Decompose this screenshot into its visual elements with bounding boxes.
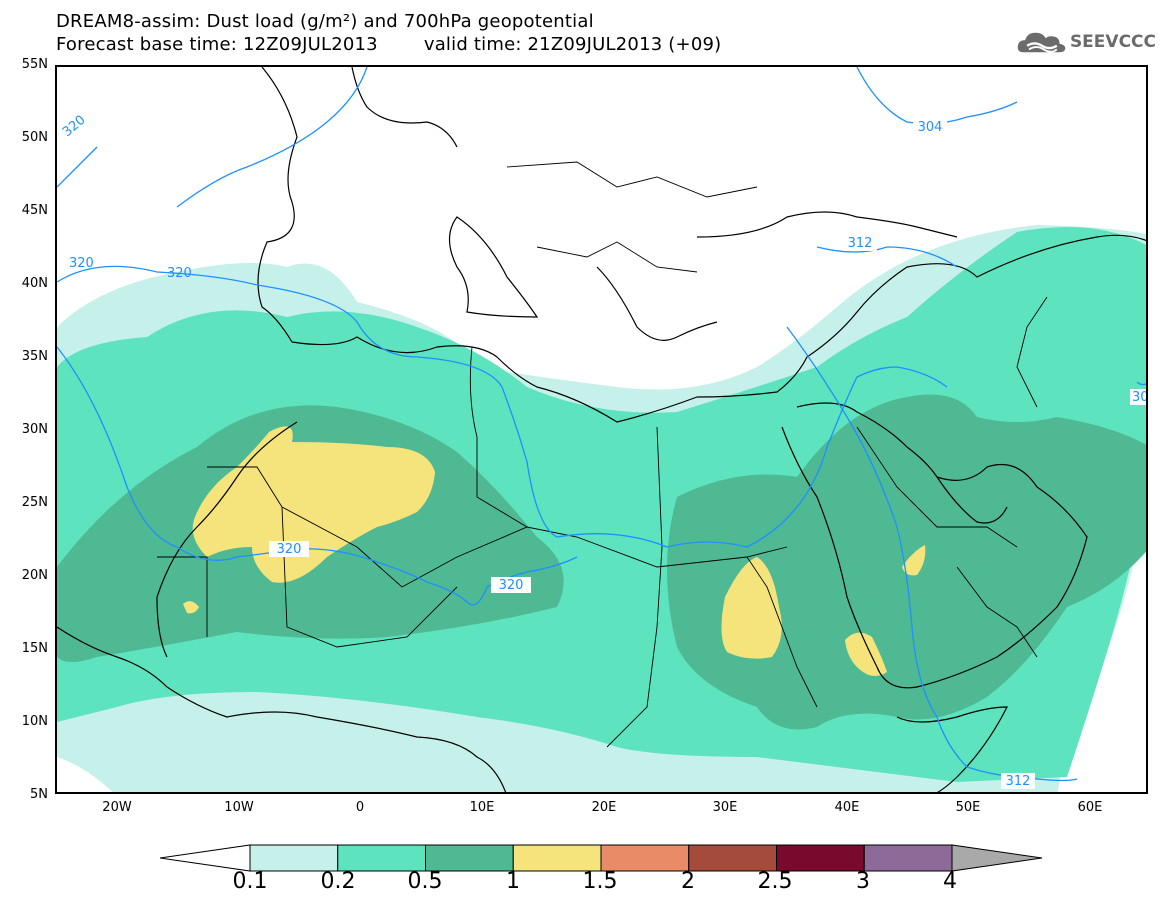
- colorbar-label: 1: [506, 869, 520, 894]
- lon-label: 20E: [591, 800, 617, 815]
- colorbar-label: 4: [943, 869, 957, 894]
- colorbar-label: 2: [681, 869, 695, 894]
- dust-map: 320 320 320 320 320 304 312 312 30: [57, 67, 1148, 792]
- cloud-icon: [1017, 32, 1066, 53]
- dust-field-1: [183, 426, 926, 676]
- colorbar-label: 3: [856, 869, 870, 894]
- lon-label: 30E: [712, 800, 738, 815]
- lon-label: 10W: [224, 800, 254, 815]
- colorbar-swatch: [512, 844, 602, 872]
- lon-label: 60E: [1077, 800, 1103, 815]
- contour-label-box: [491, 577, 531, 593]
- lat-label: 35N: [21, 349, 48, 364]
- map-title: DREAM8-assim: Dust load (g/m²) and 700hP…: [56, 11, 594, 32]
- colorbar-swatch: [249, 844, 339, 872]
- contour-label: 312: [1006, 774, 1031, 789]
- map-times: Forecast base time: 12Z09JUL2013 valid ti…: [56, 35, 721, 55]
- contour-label: 30: [1132, 390, 1148, 405]
- lat-label: 20N: [21, 568, 48, 583]
- lon-label: 10E: [469, 800, 495, 815]
- contour-label-box: [269, 541, 309, 557]
- colorbar-swatch: [425, 844, 514, 872]
- contour-label: 320: [277, 542, 302, 557]
- colorbar-swatch: [337, 844, 426, 872]
- geopotential-contours: [57, 67, 1146, 782]
- colorbar-under-arrow: [160, 844, 251, 872]
- contour-label-box: [1130, 389, 1146, 405]
- colorbar-over-arrow: [951, 844, 1043, 872]
- lon-label: 20W: [102, 800, 132, 815]
- lat-label: 40N: [21, 276, 48, 291]
- lat-label: 55N: [21, 57, 48, 72]
- colorbar-swatch: [600, 844, 690, 872]
- base-time: Forecast base time: 12Z09JUL2013: [56, 34, 378, 55]
- lon-label: 50E: [955, 800, 981, 815]
- lat-label: 15N: [21, 641, 48, 656]
- contour-labels: 320 320 320 320 320 304 312 312 30: [60, 113, 1148, 789]
- colorbar-swatch: [688, 844, 777, 872]
- borders: [157, 161, 1048, 748]
- colorbar: [160, 844, 1043, 872]
- colorbar-swatch: [863, 844, 953, 872]
- coastlines: [57, 67, 1146, 792]
- contour-label: 304: [918, 120, 943, 135]
- lat-label: 45N: [21, 203, 48, 218]
- contour-label-box: [1001, 773, 1035, 789]
- contour-label: 312: [848, 236, 873, 251]
- lat-label: 50N: [21, 130, 48, 145]
- colorbar-label: 0.1: [232, 869, 268, 894]
- lat-label: 5N: [30, 787, 48, 802]
- lat-label: 25N: [21, 495, 48, 510]
- colorbar-label: 1.5: [582, 869, 618, 894]
- map-panel[interactable]: 320 320 320 320 320 304 312 312 30: [55, 65, 1148, 794]
- lat-label: 30N: [21, 422, 48, 437]
- contour-label: 320: [499, 578, 524, 593]
- colorbar-swatch: [776, 844, 865, 872]
- colorbar-label: 2.5: [757, 869, 793, 894]
- seevccc-logo: SEEVCCC: [1016, 24, 1156, 60]
- lon-label: 0: [355, 800, 365, 815]
- valid-time: valid time: 21Z09JUL2013 (+09): [423, 34, 722, 55]
- lat-label: 10N: [21, 714, 48, 729]
- contour-label: 320: [167, 266, 192, 281]
- lon-label: 40E: [834, 800, 860, 815]
- contour-label-box: [843, 235, 877, 251]
- contour-label: 320: [60, 113, 89, 140]
- contour-label-box: [913, 119, 947, 135]
- contour-label: 320: [69, 256, 94, 271]
- colorbar-label: 0.2: [320, 869, 356, 894]
- logo-text: SEEVCCC: [1069, 32, 1156, 52]
- colorbar-label: 0.5: [407, 869, 443, 894]
